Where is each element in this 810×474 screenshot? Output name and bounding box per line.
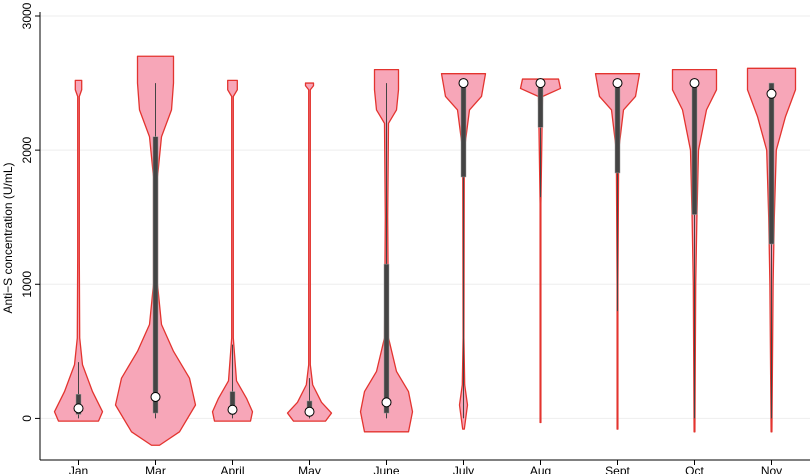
box (383, 263, 390, 414)
x-tick-label: Jan (69, 464, 88, 474)
median (381, 397, 392, 408)
x-tick-label: Aug (530, 464, 551, 474)
x-tick-label: Oct (685, 464, 704, 474)
x-tick-label: April (220, 464, 244, 474)
y-tick-label: 1000 (20, 271, 34, 298)
median (73, 403, 84, 414)
x-tick-label: Sept (605, 464, 630, 474)
box (614, 82, 621, 174)
box (768, 82, 775, 245)
median (304, 406, 315, 417)
median (227, 404, 238, 415)
violin (211, 79, 254, 422)
median (458, 78, 469, 89)
median (766, 88, 777, 99)
x-tick-label: June (373, 464, 399, 474)
x-tick-label: Nov (761, 464, 782, 474)
y-tick-label: 3000 (20, 2, 34, 29)
median (535, 78, 546, 89)
box (691, 82, 698, 215)
median (612, 78, 623, 89)
x-tick-label: May (298, 464, 321, 474)
x-tick-label: July (453, 464, 474, 474)
box (460, 82, 467, 178)
median (689, 78, 700, 89)
median (150, 391, 161, 402)
box (152, 136, 159, 414)
y-tick-label: 2000 (20, 136, 34, 163)
x-tick-label: Mar (145, 464, 166, 474)
y-axis-label: Anti−S concentration (U/mL) (1, 162, 15, 313)
violin (286, 82, 333, 422)
y-tick-label: 0 (20, 415, 34, 422)
box (537, 82, 544, 128)
violin (519, 78, 562, 424)
violin (53, 79, 104, 422)
